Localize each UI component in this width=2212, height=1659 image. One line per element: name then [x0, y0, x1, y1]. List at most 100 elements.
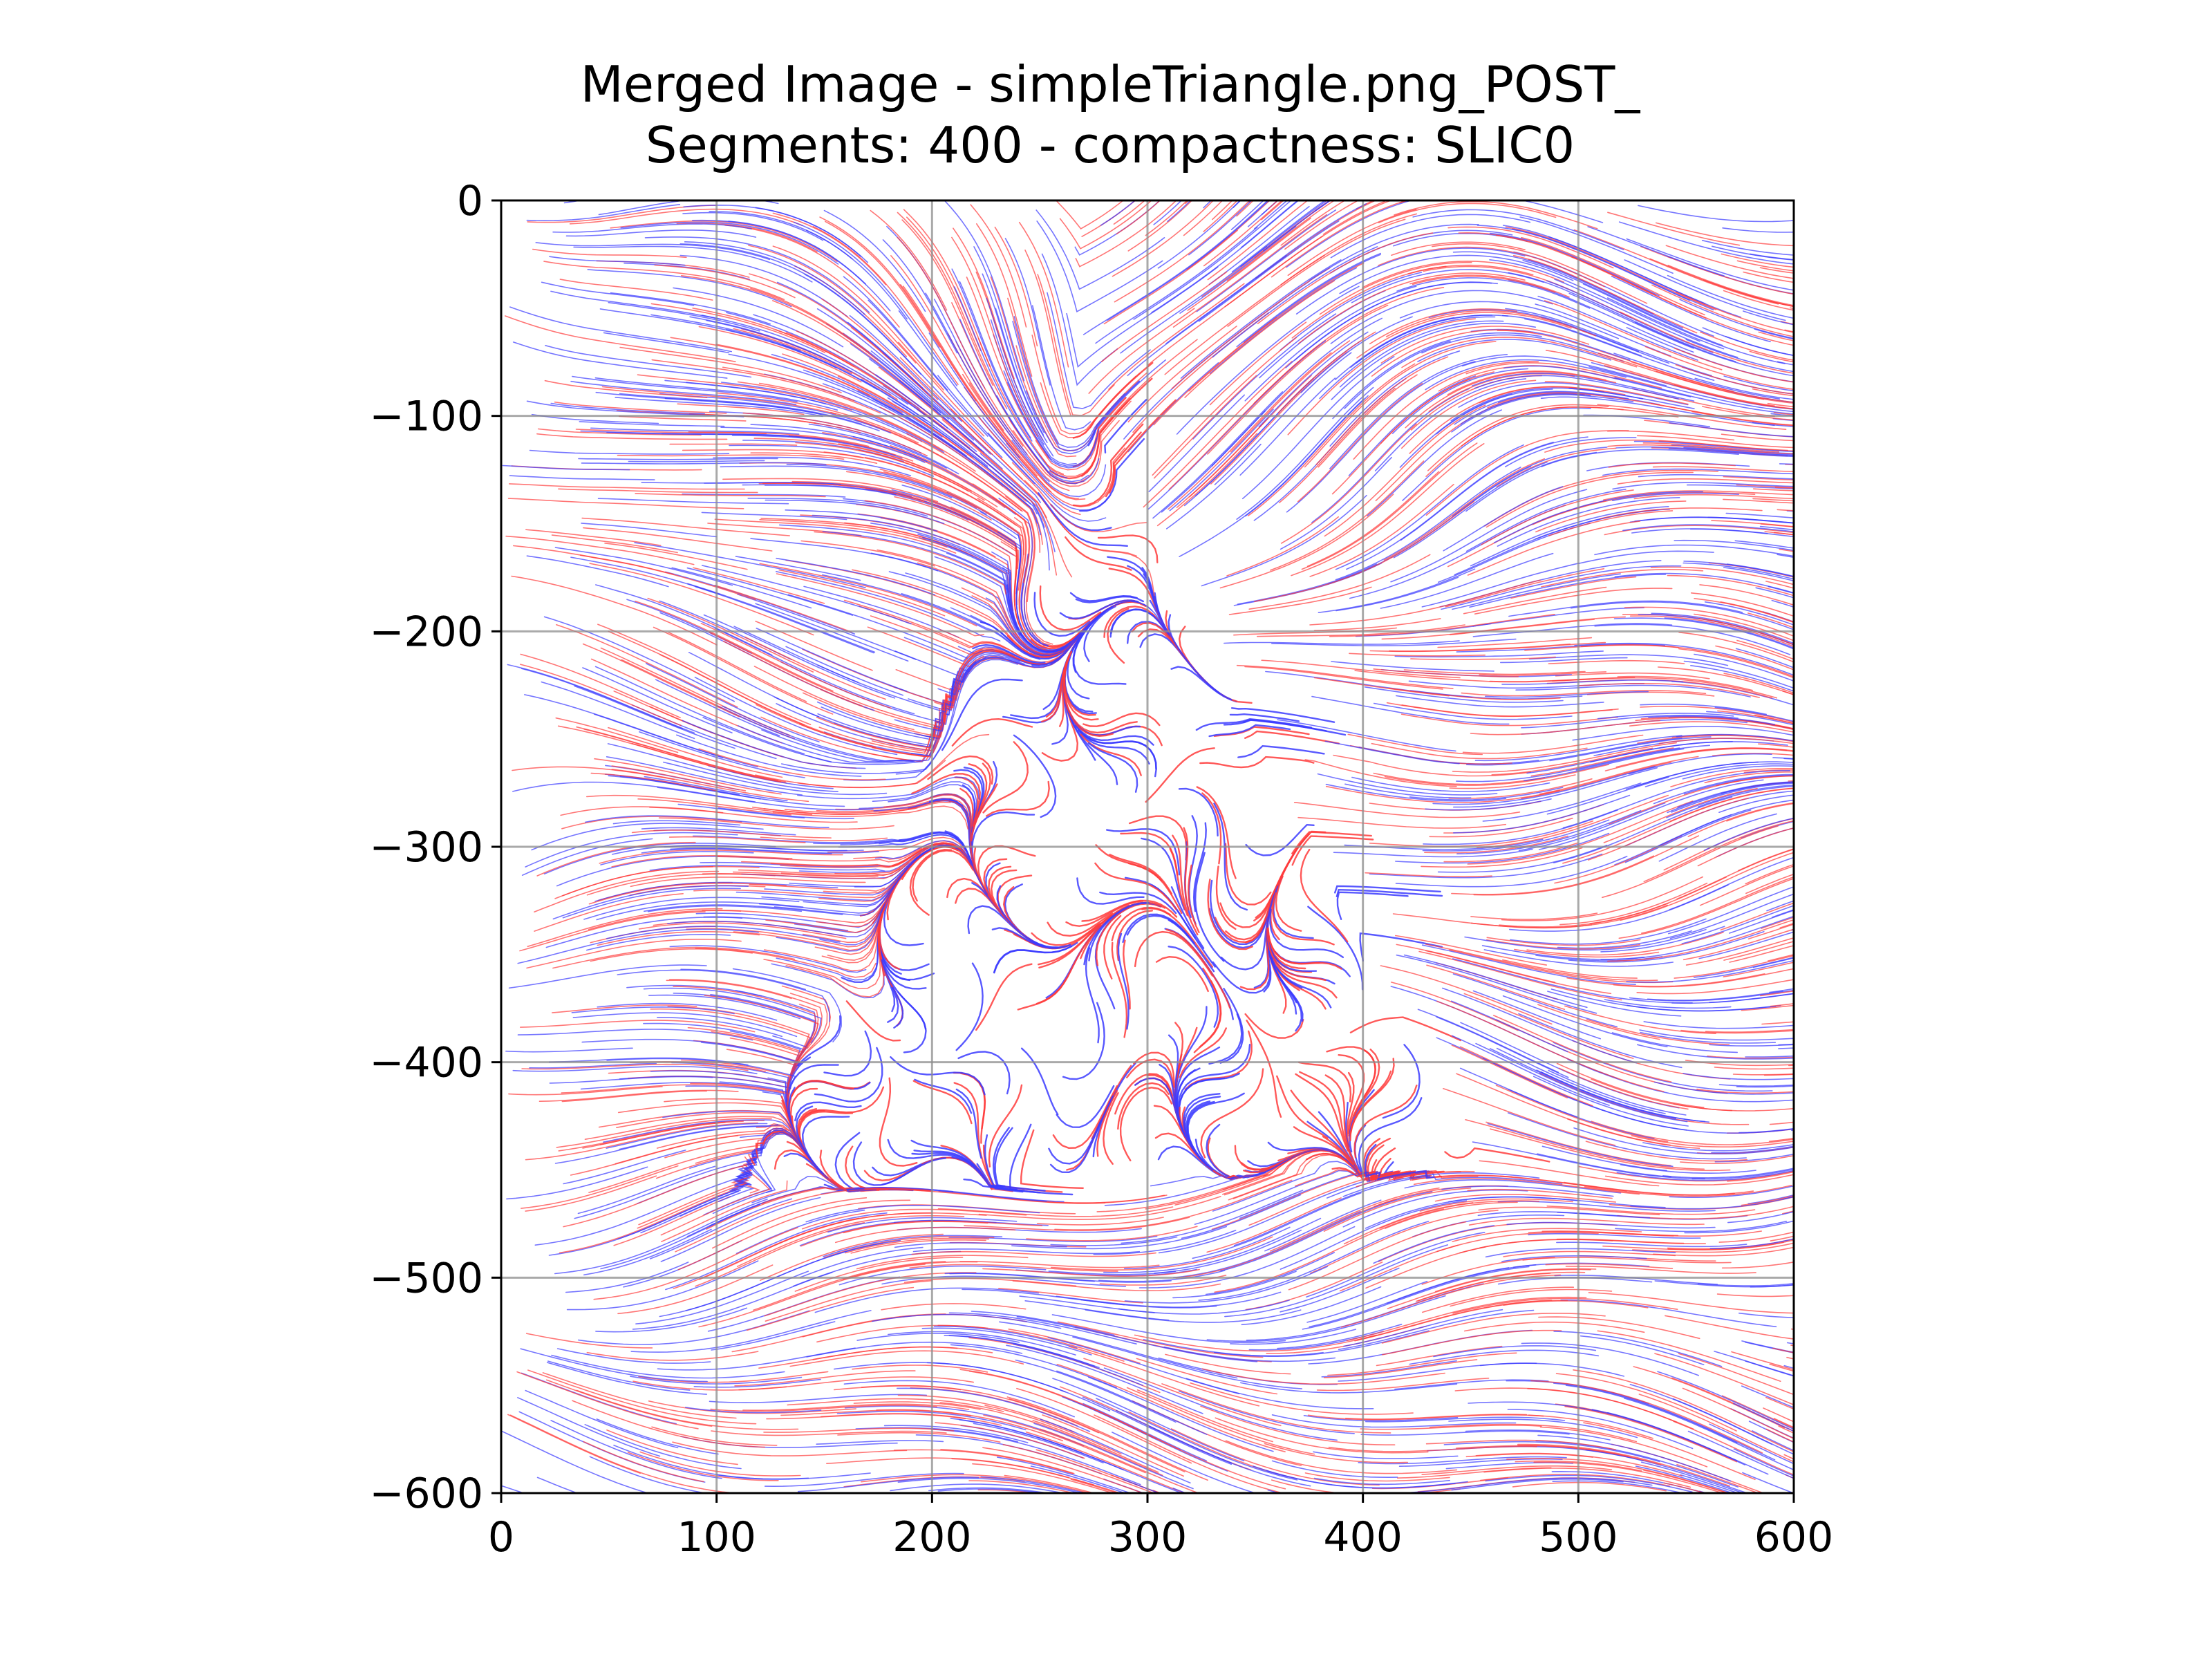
- streamline: [1328, 1445, 1537, 1452]
- streamline: [1099, 1275, 1227, 1286]
- streamline: [1700, 331, 1794, 362]
- streamline: [1553, 796, 1733, 863]
- streamline: [720, 382, 945, 453]
- streamline: [579, 421, 725, 427]
- streamline: [1385, 310, 1597, 337]
- streamline: [1095, 226, 1258, 344]
- streamline: [1307, 906, 1364, 991]
- streamline: [1752, 388, 1794, 397]
- streamline: [1286, 200, 1414, 268]
- streamline: [1083, 1358, 1282, 1427]
- streamline: [1076, 877, 1145, 905]
- streamline: [1450, 1000, 1568, 1053]
- streamline: [861, 1474, 1091, 1493]
- streamline: [1335, 444, 1524, 570]
- streamline: [1390, 489, 1588, 583]
- streamline: [1465, 489, 1627, 552]
- streamline: [711, 1430, 947, 1436]
- streamline: [1172, 1488, 1188, 1493]
- streamline: [717, 392, 919, 444]
- streamline: [584, 1424, 742, 1470]
- streamline: [1545, 1263, 1674, 1269]
- streamline: [1703, 279, 1794, 308]
- streamline: [1491, 747, 1653, 776]
- streamline: [1698, 618, 1794, 646]
- streamline: [1269, 1187, 1440, 1252]
- x-tick-label: 0: [488, 1513, 514, 1562]
- streamline: [941, 419, 1073, 578]
- streamline: [1518, 802, 1666, 852]
- streamline: [1745, 1360, 1794, 1377]
- streamline: [833, 1385, 962, 1391]
- streamline: [517, 1029, 753, 1041]
- streamline: [977, 1489, 1041, 1493]
- streamline: [722, 640, 863, 707]
- streamline: [1231, 200, 1327, 273]
- streamline: [1735, 648, 1794, 668]
- streamline: [1315, 356, 1449, 465]
- streamline: [1725, 512, 1794, 518]
- streamline: [1458, 232, 1656, 295]
- streamline: [649, 865, 885, 872]
- streamline: [1510, 576, 1637, 599]
- streamline: [1309, 1267, 1510, 1328]
- streamline: [1168, 946, 1219, 1028]
- streamline: [1616, 1170, 1794, 1181]
- streamline: [517, 1397, 661, 1457]
- streamline: [1450, 1288, 1613, 1307]
- streamline: [588, 882, 787, 905]
- streamline: [1122, 1479, 1161, 1493]
- streamline: [1550, 988, 1777, 1012]
- streamline: [1369, 308, 1517, 345]
- streamline: [1302, 1266, 1530, 1330]
- streamline: [1031, 335, 1136, 435]
- streamline: [1437, 845, 1608, 873]
- streamline: [1280, 213, 1417, 285]
- streamline: [1676, 733, 1794, 742]
- streamline: [1380, 371, 1494, 444]
- streamline: [1083, 606, 1116, 662]
- streamline: [1436, 1000, 1665, 1092]
- streamline: [512, 341, 728, 379]
- streamline: [531, 413, 659, 424]
- streamline: [1553, 1042, 1773, 1092]
- streamline: [1548, 659, 1685, 664]
- streamline: [1224, 843, 1272, 906]
- streamline: [709, 1394, 928, 1403]
- streamline: [619, 776, 845, 807]
- streamline: [955, 1088, 982, 1159]
- streamline: [1624, 1398, 1794, 1471]
- streamline: [1136, 1389, 1273, 1443]
- streamline: [1036, 221, 1163, 312]
- streamline: [1207, 200, 1309, 281]
- streamline: [1338, 1309, 1535, 1351]
- streamline: [1587, 226, 1725, 276]
- streamline: [1546, 776, 1669, 815]
- streamline: [1434, 1193, 1617, 1203]
- streamline: [1444, 1147, 1550, 1163]
- streamline: [563, 1163, 753, 1228]
- streamline: [1504, 437, 1637, 467]
- streamline: [1396, 954, 1597, 1014]
- streamline: [1680, 1029, 1794, 1034]
- streamline: [679, 254, 848, 317]
- streamline: [1344, 783, 1472, 799]
- streamline: [646, 663, 820, 742]
- streamline: [1506, 1221, 1716, 1229]
- streamline: [583, 1228, 712, 1276]
- streamline: [1470, 904, 1668, 929]
- streamline: [749, 883, 885, 892]
- streamline: [1669, 422, 1794, 438]
- streamline: [1604, 999, 1732, 1009]
- streamline: [1680, 1474, 1740, 1493]
- streamline: [928, 1487, 1051, 1493]
- streamline: [928, 332, 1020, 458]
- streamline: [1188, 864, 1200, 933]
- streamline: [1459, 1239, 1613, 1254]
- streamline: [763, 807, 918, 815]
- streamline: [1358, 747, 1539, 765]
- streamline: [1640, 706, 1794, 723]
- streamline: [1635, 1465, 1734, 1493]
- streamline: [688, 652, 820, 718]
- streamline: [1006, 382, 1100, 469]
